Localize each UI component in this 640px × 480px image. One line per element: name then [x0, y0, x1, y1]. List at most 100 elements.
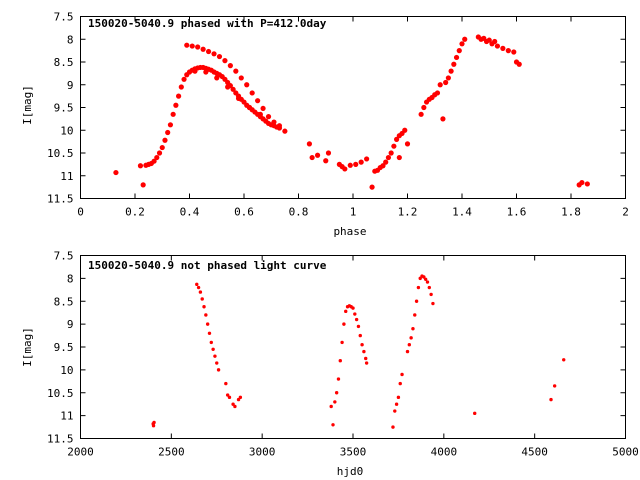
data-point [364, 356, 368, 361]
x-tick-label: 2000 [67, 446, 94, 459]
data-point [282, 128, 288, 134]
y-tick-label: 8.5 [54, 295, 74, 308]
data-point [151, 423, 156, 428]
data-point [195, 282, 199, 287]
data-point [213, 354, 217, 358]
data-point [233, 68, 239, 74]
data-point [440, 116, 446, 122]
data-point [203, 69, 209, 75]
y-tick-label: 9 [67, 79, 74, 92]
data-point [462, 36, 468, 42]
x-tick-label: 1 [350, 206, 357, 219]
data-point [394, 136, 400, 142]
y-tick-label: 9.5 [54, 102, 74, 115]
data-point [165, 129, 171, 136]
data-point [344, 309, 348, 314]
data-point [353, 312, 357, 316]
data-point [411, 327, 415, 331]
x-tick-label: 0.4 [180, 206, 200, 219]
data-point [451, 61, 457, 67]
y-tick-label: 7.5 [54, 250, 74, 263]
data-point [431, 301, 435, 306]
data-point [260, 105, 266, 112]
x-tick-label: 5000 [612, 446, 639, 459]
data-point [405, 349, 410, 354]
data-point [181, 76, 187, 82]
data-point [388, 150, 394, 156]
data-point [338, 359, 342, 363]
data-point [422, 275, 426, 279]
y-tick-label: 9 [67, 318, 74, 331]
data-point [151, 158, 157, 164]
data-point [486, 37, 492, 43]
data-point [418, 276, 422, 281]
data-point [236, 397, 241, 402]
y-tick-label: 8.5 [54, 56, 74, 69]
data-point [380, 163, 386, 169]
y-tick-label: 11.5 [47, 433, 74, 446]
x-tick-label: 2500 [158, 446, 185, 459]
data-point [579, 179, 585, 186]
x-tick-label: 1.4 [452, 206, 472, 219]
data-point [238, 75, 244, 81]
data-point [331, 423, 335, 427]
data-point [222, 58, 228, 64]
data-point [207, 331, 212, 335]
data-point [396, 154, 402, 161]
data-point [334, 391, 339, 395]
data-point [445, 75, 451, 81]
data-point [249, 90, 255, 96]
data-point [549, 397, 553, 402]
data-point [396, 395, 401, 400]
data-point [227, 395, 232, 400]
data-point [394, 402, 399, 406]
data-point [156, 150, 163, 156]
x-tick-label: 3000 [249, 446, 276, 459]
data-point [209, 340, 213, 345]
data-point [276, 123, 283, 129]
y-tick-label: 8 [67, 272, 74, 285]
data-point [196, 285, 201, 290]
data-point [336, 377, 341, 381]
data-point [265, 114, 272, 120]
data-point [456, 48, 462, 54]
y-axis-label: I[mag] [21, 327, 34, 367]
data-point [584, 181, 590, 187]
data-point [173, 102, 179, 108]
data-point [333, 400, 337, 404]
panel-title: 150020-5040.9 phased with P=412.0day [88, 17, 327, 30]
data-point [195, 44, 201, 50]
data-point [364, 156, 370, 162]
data-point [356, 324, 361, 329]
data-point [227, 63, 233, 69]
data-point [400, 372, 404, 377]
axis-ticks: 2000 2500 3000 3500 4000 4500 5000 7.5 8 8.5 9 9.5 1… [47, 250, 639, 459]
data-point [205, 322, 210, 326]
data-point [309, 154, 315, 161]
data-points [113, 34, 590, 190]
data-point [215, 361, 219, 365]
data-point [189, 43, 195, 49]
data-point [211, 51, 217, 57]
x-tick-label: 3500 [340, 446, 367, 459]
x-axis-label: hjd0 [337, 465, 364, 478]
data-point [347, 162, 353, 168]
data-point [391, 143, 397, 149]
data-point [200, 46, 206, 52]
data-point [421, 104, 427, 111]
y-tick-label: 11.5 [47, 193, 74, 206]
data-point [413, 313, 417, 317]
data-point [214, 75, 220, 81]
data-point [202, 305, 206, 309]
data-point [511, 49, 517, 55]
data-point [409, 336, 413, 340]
x-tick-label: 2 [622, 206, 629, 219]
data-point [383, 159, 389, 165]
data-point [427, 285, 431, 290]
data-point [448, 68, 454, 74]
data-point [159, 144, 165, 151]
x-tick-label: 1.6 [507, 206, 527, 219]
data-point [271, 119, 277, 125]
data-point [216, 368, 221, 372]
